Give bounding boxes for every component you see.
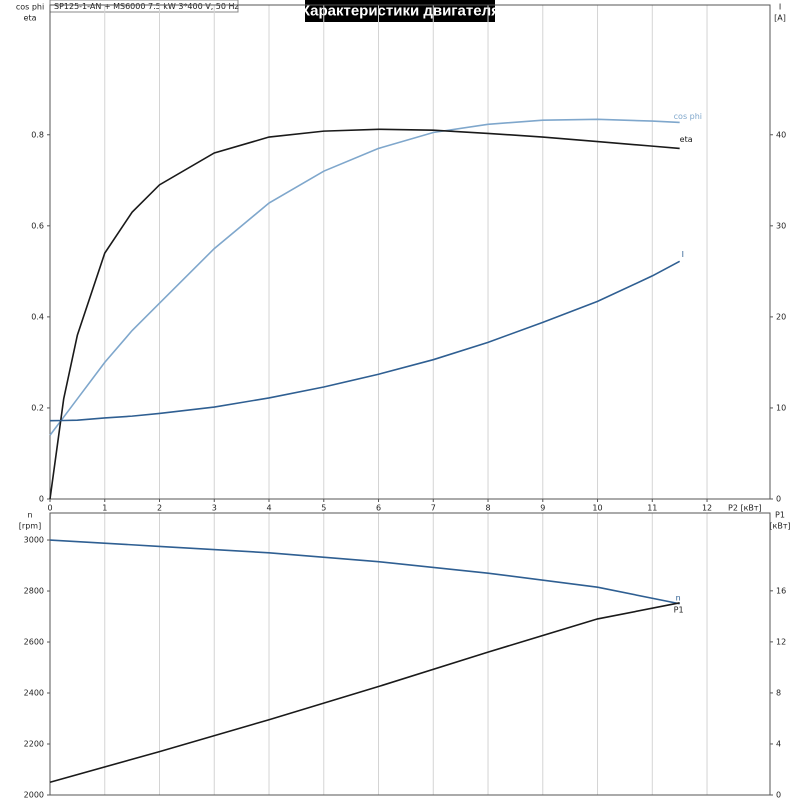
y-tick-label: 0.2 (31, 403, 44, 412)
curve-label: n (676, 593, 681, 602)
y2-tick-label: 4 (776, 739, 781, 748)
curve (49, 539, 680, 605)
x-tick-label: 4 (266, 504, 271, 513)
curve (49, 260, 681, 422)
y-tick-label: 2600 (24, 638, 44, 647)
y2-tick-label: 20 (776, 312, 786, 321)
curve (49, 602, 680, 784)
y-axis-label: n (27, 511, 32, 520)
x-tick-label: 10 (592, 504, 602, 513)
y-tick-label: 2400 (24, 689, 44, 698)
curve-label: I (682, 250, 684, 259)
y-tick-label: 0.4 (31, 312, 44, 321)
y2-axis-label: I (779, 3, 781, 12)
x-tick-label: 7 (431, 504, 436, 513)
x-tick-label: 3 (212, 504, 217, 513)
y2-tick-label: 10 (776, 403, 786, 412)
y-tick-label: 2000 (24, 791, 44, 800)
y2-tick-label: 8 (776, 688, 781, 697)
x-axis-label: P2 [кВт] (728, 504, 762, 513)
x-tick-label: 0 (47, 504, 52, 513)
plot-frame (49, 512, 771, 796)
y-tick-label: 2200 (24, 740, 44, 749)
y2-axis-label: [кВт] (769, 522, 790, 531)
curve-label: P1 (674, 605, 684, 614)
y2-tick-label: 0 (776, 791, 781, 800)
y2-tick-label: 16 (776, 586, 786, 595)
x-tick-label: 5 (321, 504, 326, 513)
curve (49, 128, 680, 500)
curve (49, 118, 680, 436)
y2-tick-label: 0 (776, 495, 781, 504)
y2-axis-label: [A] (774, 14, 786, 23)
x-tick-label: 11 (647, 504, 657, 513)
y-axis-label: eta (24, 14, 37, 23)
y2-tick-label: 12 (776, 637, 786, 646)
x-tick-label: 1 (102, 504, 107, 513)
y-tick-label: 0.6 (31, 221, 44, 230)
y-axis-label: cos phi (16, 3, 44, 12)
header: SP125-1-AN + MS6000 7.5 kW 3*400 V, 50 H… (54, 2, 239, 11)
y-tick-label: 0 (39, 495, 44, 504)
x-tick-label: 9 (540, 504, 545, 513)
x-tick-label: 6 (376, 504, 381, 513)
curve-label: eta (680, 135, 693, 144)
y-tick-label: 0.8 (31, 130, 44, 139)
x-tick-label: 2 (157, 504, 162, 513)
y2-axis-label: P1 (775, 511, 785, 520)
plot-frame (49, 4, 771, 500)
y-tick-label: 2800 (24, 587, 44, 596)
curve-label: cos phi (674, 112, 702, 121)
y-axis-label: [rpm] (19, 522, 41, 531)
y-tick-label: 3000 (24, 536, 44, 545)
y2-tick-label: 30 (776, 221, 786, 230)
x-tick-label: 12 (702, 504, 712, 513)
y2-tick-label: 40 (776, 130, 786, 139)
chart-title: Характеристики двигателя (300, 2, 500, 19)
x-tick-label: 8 (485, 504, 490, 513)
